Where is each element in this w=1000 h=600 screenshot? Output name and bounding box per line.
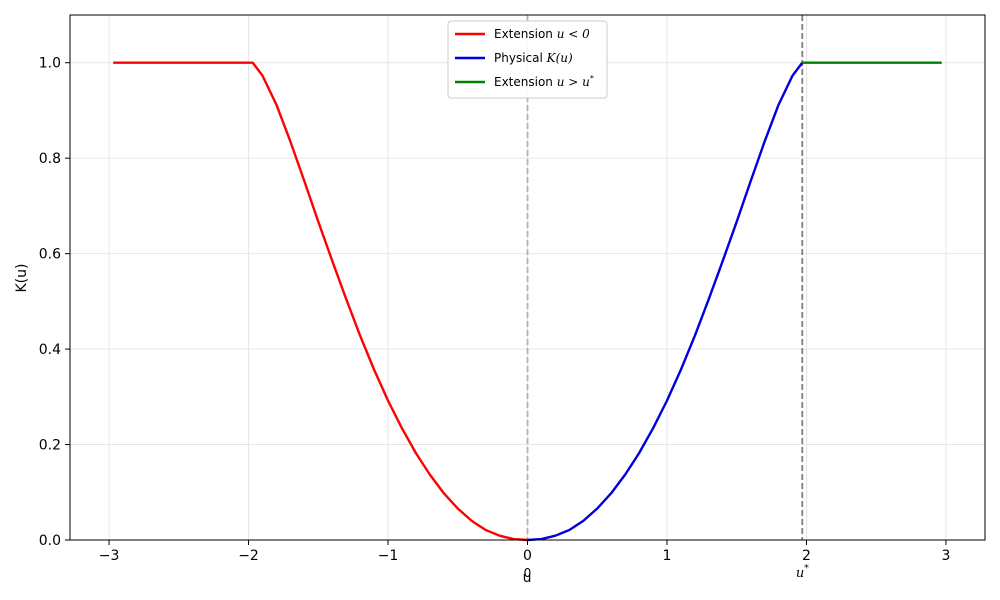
x-axis-label: u <box>523 570 532 586</box>
y-tick-label: 0.2 <box>39 438 61 454</box>
y-tick-label: 0.6 <box>39 247 61 263</box>
y-tick-label: 0.0 <box>39 533 61 549</box>
y-tick-label: 1.0 <box>39 56 61 72</box>
series-lines <box>113 61 942 542</box>
x-tick-label: −3 <box>99 548 120 564</box>
y-tick-label: 0.4 <box>39 342 61 358</box>
y-tick-label: 0.8 <box>39 151 61 167</box>
x-tick-label: 3 <box>941 548 950 564</box>
legend-entry-label: Physical K(u) <box>494 51 573 65</box>
legend-entry-label: Extension u < 0 <box>494 27 590 41</box>
x-tick-label: 2 <box>802 548 811 564</box>
legend-box <box>447 20 608 99</box>
axis-ticks: −3 −2 −1 0 1 2 30.00.20.40.60.81.00 u* <box>39 56 951 581</box>
y-axis-label: K(u) <box>14 264 30 293</box>
reference-lines <box>526 15 804 540</box>
x-tick-label: 1 <box>663 548 672 564</box>
x-tick-label: −1 <box>378 548 399 564</box>
legend-entry-label: Extension u > u* <box>494 74 594 89</box>
series-line-2 <box>527 62 804 542</box>
series-line-1 <box>113 61 528 542</box>
x-tick-label: 0 <box>523 548 532 564</box>
legend: Extension u < 0 Physical K(u) Extension u … <box>447 20 608 99</box>
x-tick-label: −2 <box>238 548 259 564</box>
reference-vline-label: 0 <box>524 566 532 580</box>
